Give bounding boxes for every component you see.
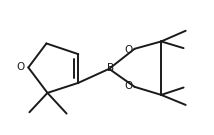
Text: O: O xyxy=(124,81,132,91)
Text: O: O xyxy=(124,45,132,55)
Text: O: O xyxy=(16,63,24,72)
Text: B: B xyxy=(107,63,114,73)
